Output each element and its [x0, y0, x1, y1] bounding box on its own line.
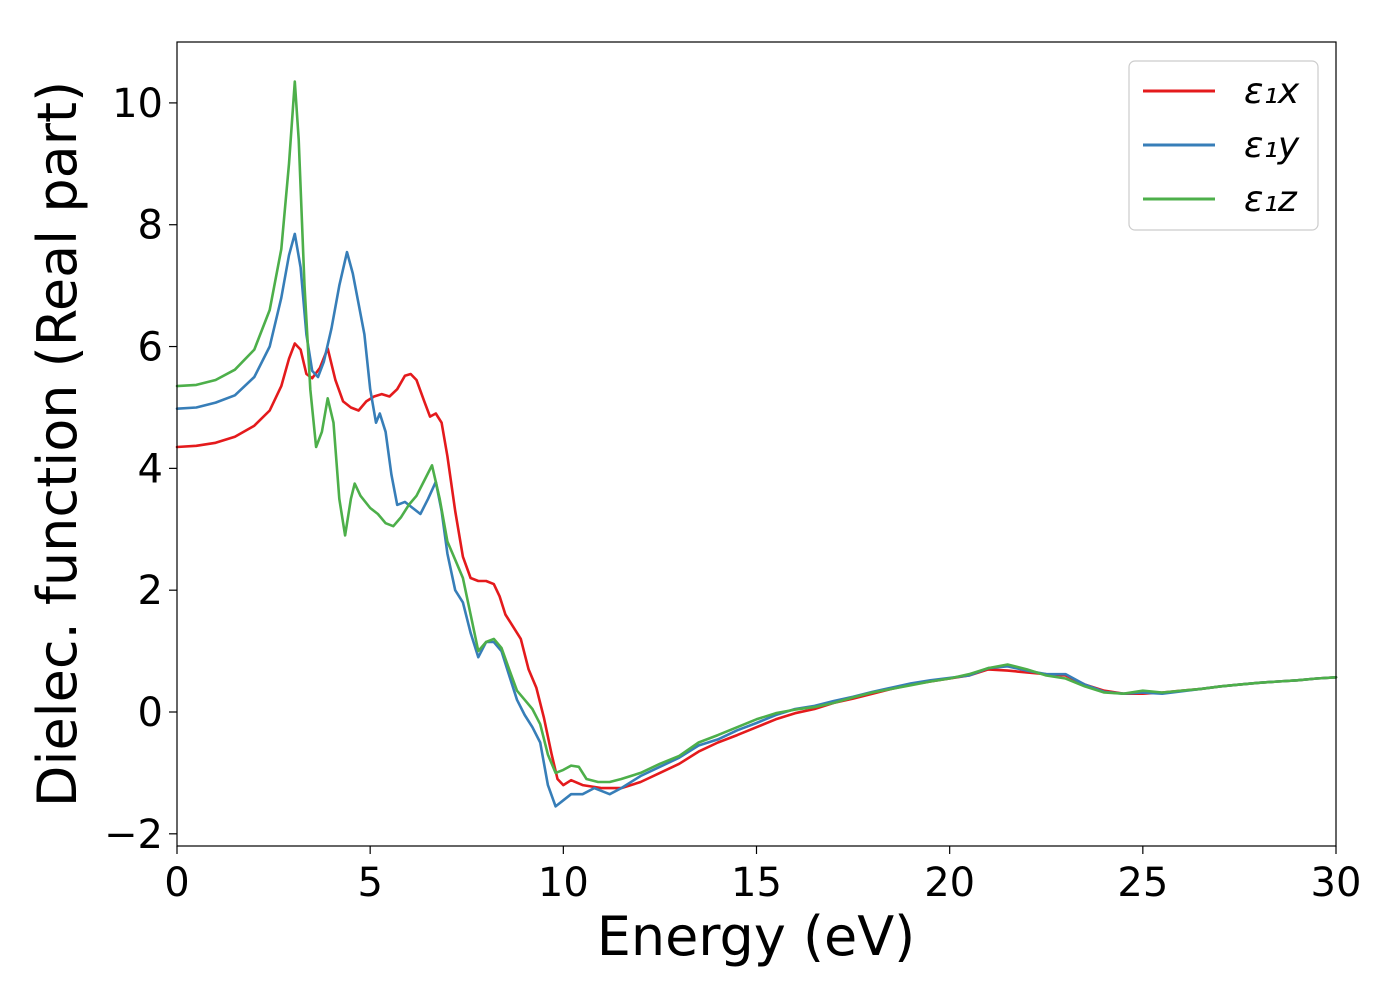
- y-tick-label: 10: [112, 81, 163, 127]
- legend-label-1: ε₁x: [1244, 71, 1300, 112]
- y-tick-label: −2: [104, 812, 163, 858]
- y-tick-label: 4: [138, 446, 163, 492]
- y-axis: −2 0 2 4 6 8 10: [104, 81, 177, 858]
- x-tick-label: 15: [731, 860, 782, 906]
- x-tick-label: 25: [1117, 860, 1168, 906]
- legend-label-2: ε₁y: [1244, 125, 1300, 166]
- x-axis-label: Energy (eV): [597, 905, 916, 968]
- x-tick-label: 0: [164, 860, 189, 906]
- legend: ε₁x ε₁y ε₁z: [1128, 60, 1319, 231]
- y-tick-label: 0: [138, 690, 163, 736]
- series-line-1: [175, 342, 1338, 790]
- x-tick-label: 30: [1311, 860, 1362, 906]
- series-line-3: [175, 80, 1338, 784]
- x-tick-label: 20: [924, 860, 975, 906]
- series-line-2: [175, 232, 1338, 808]
- x-tick-label: 5: [357, 860, 382, 906]
- y-tick-label: 8: [138, 203, 163, 249]
- y-tick-label: 2: [138, 568, 163, 614]
- x-axis: 0 5 10 15 20 25 30: [164, 846, 1361, 906]
- y-axis-label: Dielec. function (Real part): [26, 81, 89, 807]
- legend-box: [1128, 60, 1319, 231]
- series-layer: [175, 80, 1338, 808]
- y-tick-label: 6: [138, 325, 163, 371]
- legend-label-3: ε₁z: [1244, 179, 1298, 220]
- x-tick-label: 10: [538, 860, 589, 906]
